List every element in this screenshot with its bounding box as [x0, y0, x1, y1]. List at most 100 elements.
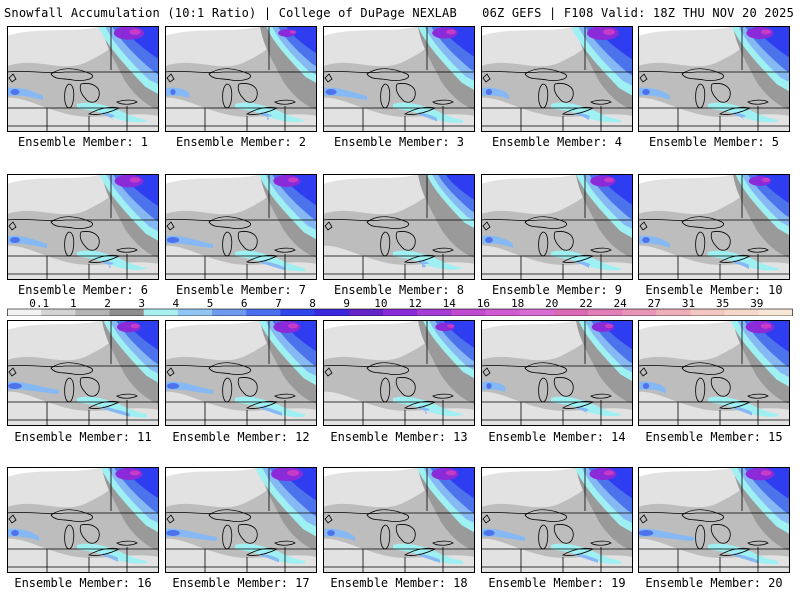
us-canada-border [7, 365, 159, 367]
color-scale-legend: 0.1 1 2 3 4 5 6 7 8 9 10 12 14 16 18 20 22 24 27 31 35 39 [7, 298, 793, 316]
member-label: Ensemble Member: 15 [645, 430, 783, 444]
panel-frame [323, 467, 475, 573]
us-canada-border [323, 365, 475, 367]
west-band-core [486, 383, 492, 389]
scale-swatch [485, 309, 521, 316]
lake-band-cyan [77, 102, 147, 123]
us-canada-border [638, 219, 790, 221]
city-marker-icon [166, 367, 175, 377]
city-marker-icon [482, 514, 491, 524]
us-canada-border [638, 365, 790, 367]
west-band-core [166, 383, 180, 389]
lake-superior [208, 509, 251, 522]
member-map [323, 174, 475, 280]
scale-tick-label: 35 [716, 298, 729, 310]
lake-erie [245, 547, 279, 556]
snow-max-magenta [447, 324, 455, 328]
lake-ontario [116, 247, 138, 253]
lake-michigan [222, 83, 233, 109]
snow-max-magenta [287, 470, 299, 476]
us-canada-border [7, 512, 159, 514]
ensemble-member-panel [7, 174, 159, 280]
city-marker-icon [324, 221, 333, 231]
snow-max-magenta [446, 29, 456, 35]
state-borders [638, 254, 790, 280]
lake-band-cyan [393, 250, 463, 270]
lake-erie [403, 106, 437, 115]
lake-band-blue [734, 260, 750, 269]
snow-max-magenta [760, 470, 772, 476]
scale-swatch [314, 309, 350, 316]
lake-michigan [380, 83, 391, 109]
lake-superior [681, 509, 724, 522]
lake-band-blue [577, 112, 591, 121]
member-map [165, 467, 317, 573]
city-marker-icon [166, 73, 175, 83]
scale-tick-label: 6 [241, 298, 248, 310]
member-map [638, 320, 790, 426]
lake-superior [50, 362, 93, 375]
lake-michigan [380, 231, 391, 257]
city-marker-icon [166, 514, 175, 524]
member-label: Ensemble Member: 17 [172, 576, 310, 590]
west-band-core [10, 89, 20, 95]
lake-michigan [538, 83, 549, 109]
city-marker-icon [639, 221, 648, 231]
scale-swatch [212, 309, 247, 316]
member-map [638, 26, 790, 132]
scale-tick-label: 16 [477, 298, 490, 310]
state-borders [323, 400, 475, 426]
lake-ontario [432, 393, 454, 399]
lake-huron [79, 377, 100, 397]
state-borders [638, 547, 790, 573]
lake-superior [524, 362, 567, 375]
us-canada-border [165, 71, 317, 73]
scale-tick-label: 27 [648, 298, 661, 310]
lake-superior [208, 68, 251, 81]
panel-frame [638, 26, 790, 132]
snow-max-magenta [760, 323, 772, 329]
lake-michigan [222, 524, 233, 550]
snow-field-royalblue [445, 174, 475, 201]
scale-swatch [7, 309, 42, 316]
west-band-core [642, 237, 650, 243]
city-marker-icon [639, 73, 648, 83]
lake-band-blue [261, 553, 279, 563]
scale-swatch [519, 309, 555, 316]
ensemble-member-panel [323, 26, 475, 132]
scale-swatch [280, 309, 316, 316]
lake-huron [79, 83, 100, 103]
snow-max-magenta [761, 177, 771, 183]
lake-band-blue [261, 260, 285, 271]
lake-huron [710, 524, 731, 544]
member-label: Ensemble Member: 9 [491, 283, 623, 297]
west-band-core [170, 89, 176, 95]
lake-erie [87, 106, 121, 115]
west-band-core [642, 383, 650, 389]
lake-superior [50, 68, 93, 81]
state-borders [7, 254, 159, 280]
ensemble-member-panel [165, 320, 317, 426]
lake-ontario [590, 540, 612, 546]
lake-band-blue [734, 553, 758, 564]
lake-ontario [432, 540, 454, 546]
ensemble-member-panel [323, 174, 475, 280]
us-canada-border [7, 219, 159, 221]
member-label: Ensemble Member: 20 [645, 576, 783, 590]
state-borders [165, 106, 317, 132]
scale-tick-label: 31 [682, 298, 695, 310]
lake-huron [395, 524, 416, 544]
lake-superior [681, 216, 724, 229]
scale-tick-label: 8 [309, 298, 316, 310]
city-marker-icon [8, 221, 17, 231]
member-label: Ensemble Member: 13 [330, 430, 468, 444]
us-canada-border [165, 512, 317, 514]
lake-erie [403, 547, 437, 556]
ensemble-member-panel [481, 467, 633, 573]
scale-swatch [348, 309, 384, 316]
lake-band-blue [577, 260, 591, 269]
lake-erie [718, 547, 752, 556]
figure-title: Snowfall Accumulation (10:1 Ratio) | Col… [4, 6, 457, 20]
lake-huron [395, 83, 416, 103]
snow-max-magenta [604, 177, 614, 183]
